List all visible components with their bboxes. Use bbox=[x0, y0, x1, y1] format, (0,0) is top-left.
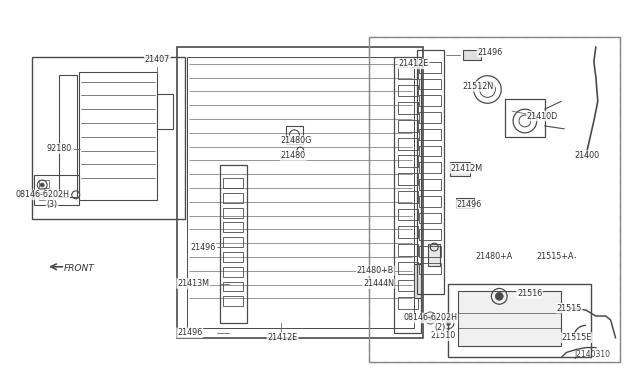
Bar bbox=[419, 263, 441, 274]
Text: 08146-6202H: 08146-6202H bbox=[403, 314, 458, 323]
Bar bbox=[369, 37, 620, 362]
Bar bbox=[223, 282, 243, 291]
Bar bbox=[285, 126, 303, 144]
Text: 21410D: 21410D bbox=[527, 112, 558, 121]
Bar bbox=[39, 180, 49, 188]
Bar bbox=[398, 102, 417, 114]
Bar bbox=[450, 162, 470, 176]
Text: 21496: 21496 bbox=[477, 48, 503, 57]
Text: 21400: 21400 bbox=[574, 151, 599, 160]
Bar bbox=[417, 50, 444, 294]
Circle shape bbox=[445, 320, 451, 326]
Text: (3): (3) bbox=[47, 200, 58, 209]
Bar bbox=[398, 191, 417, 203]
Text: 21413M: 21413M bbox=[177, 279, 209, 288]
Bar bbox=[223, 296, 243, 306]
Bar bbox=[419, 95, 441, 106]
Text: 21480G: 21480G bbox=[280, 136, 312, 145]
Bar bbox=[419, 78, 441, 89]
Text: (2): (2) bbox=[435, 323, 446, 332]
Bar bbox=[458, 291, 561, 346]
Bar bbox=[223, 178, 243, 188]
Bar bbox=[33, 57, 185, 219]
Text: 21510: 21510 bbox=[431, 331, 456, 340]
Bar bbox=[223, 237, 243, 247]
Text: 21480+B: 21480+B bbox=[356, 266, 394, 275]
Bar bbox=[419, 246, 441, 257]
Bar bbox=[177, 47, 424, 338]
Bar bbox=[398, 227, 417, 238]
Bar bbox=[398, 173, 417, 185]
Bar bbox=[223, 222, 243, 232]
Bar bbox=[419, 179, 441, 190]
Text: 21480: 21480 bbox=[280, 151, 306, 160]
Text: 21515+A: 21515+A bbox=[537, 253, 574, 262]
Circle shape bbox=[40, 183, 44, 187]
Text: 21515E: 21515E bbox=[561, 333, 592, 342]
Bar bbox=[59, 75, 77, 197]
Bar bbox=[35, 175, 79, 205]
Text: 21496: 21496 bbox=[456, 200, 481, 209]
Bar bbox=[394, 57, 422, 333]
Bar bbox=[398, 84, 417, 96]
Text: 08146-6202H: 08146-6202H bbox=[15, 190, 69, 199]
Text: 21496: 21496 bbox=[190, 243, 215, 251]
Text: 21515: 21515 bbox=[556, 304, 582, 312]
Text: 21407: 21407 bbox=[145, 55, 170, 64]
Bar bbox=[398, 280, 417, 291]
Bar bbox=[419, 196, 441, 207]
Bar bbox=[448, 283, 591, 357]
Text: 21412M: 21412M bbox=[450, 164, 482, 173]
Text: FRONT: FRONT bbox=[64, 264, 95, 273]
Bar bbox=[157, 94, 173, 129]
Bar bbox=[419, 112, 441, 123]
Bar bbox=[39, 192, 49, 200]
Text: 21480+A: 21480+A bbox=[476, 253, 513, 262]
Bar bbox=[398, 297, 417, 309]
Circle shape bbox=[428, 315, 433, 320]
Bar bbox=[398, 120, 417, 132]
Bar bbox=[398, 138, 417, 150]
Bar bbox=[187, 57, 413, 328]
Bar bbox=[398, 67, 417, 78]
Bar bbox=[428, 244, 440, 266]
Text: 21412E: 21412E bbox=[268, 333, 298, 342]
Text: 21512N: 21512N bbox=[463, 82, 494, 91]
Bar bbox=[398, 262, 417, 274]
Bar bbox=[79, 72, 157, 200]
Bar bbox=[398, 244, 417, 256]
Bar bbox=[413, 264, 422, 298]
Bar bbox=[419, 212, 441, 224]
Bar bbox=[419, 129, 441, 140]
Bar bbox=[505, 99, 545, 137]
Text: 21496: 21496 bbox=[177, 328, 202, 337]
Bar bbox=[223, 193, 243, 203]
Circle shape bbox=[495, 292, 503, 300]
Bar bbox=[419, 162, 441, 173]
Text: 21444N: 21444N bbox=[363, 279, 394, 288]
Bar bbox=[463, 50, 481, 60]
Bar bbox=[398, 209, 417, 221]
Bar bbox=[456, 198, 474, 208]
Bar bbox=[398, 155, 417, 167]
Text: 21516: 21516 bbox=[517, 289, 542, 298]
Bar bbox=[223, 208, 243, 218]
Bar bbox=[419, 62, 441, 73]
Text: 21412E: 21412E bbox=[399, 60, 429, 68]
Bar bbox=[223, 267, 243, 277]
Text: J2140310: J2140310 bbox=[575, 350, 611, 359]
Bar bbox=[419, 145, 441, 157]
Bar bbox=[223, 252, 243, 262]
Text: 92180: 92180 bbox=[46, 144, 72, 153]
Bar bbox=[419, 230, 441, 240]
Bar bbox=[220, 165, 247, 323]
